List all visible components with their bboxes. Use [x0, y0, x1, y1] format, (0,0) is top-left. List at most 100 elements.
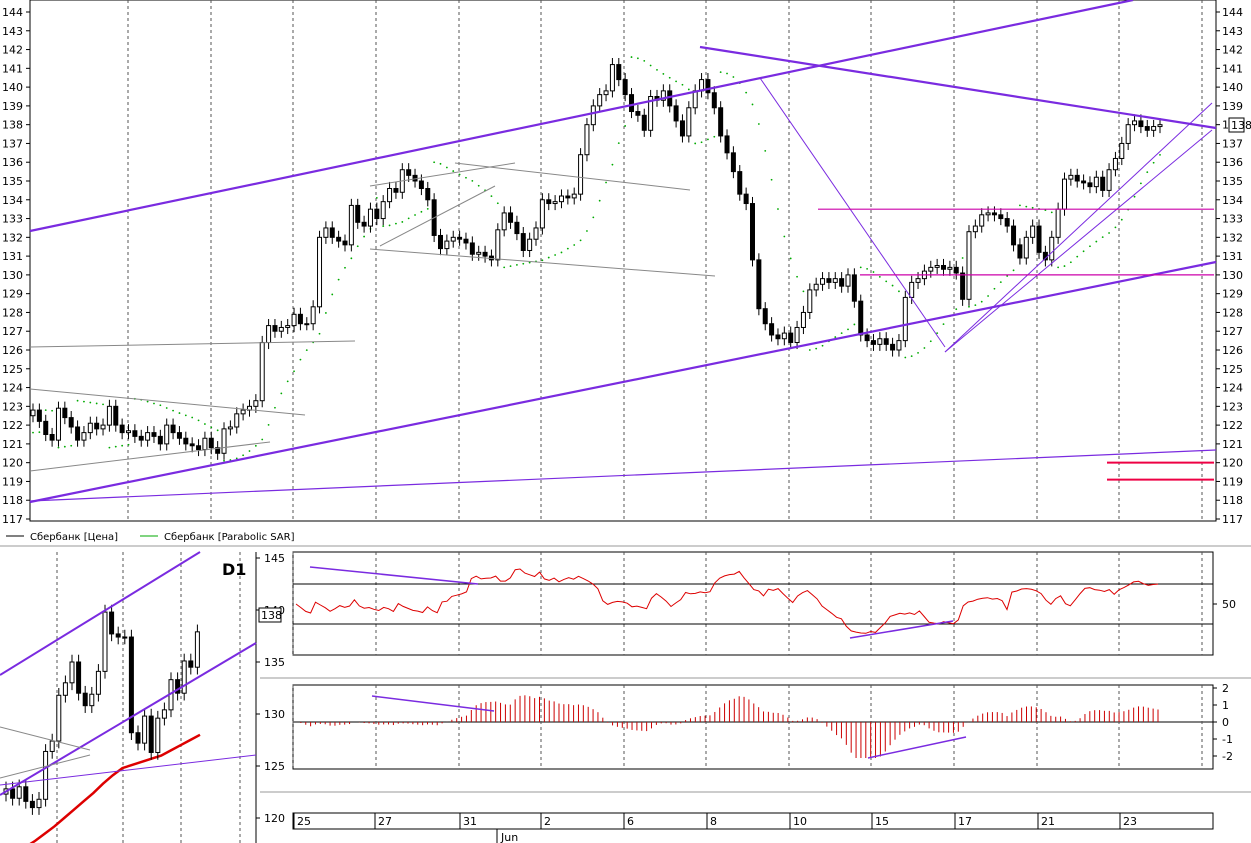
- trend-line: [29, 340, 356, 348]
- sar-dot: [204, 423, 206, 425]
- main-ytick-label-left: 117: [2, 513, 23, 526]
- x-tick-label: 2: [544, 815, 551, 828]
- candle-body: [839, 278, 845, 287]
- sar-dot: [624, 125, 627, 127]
- inset-trend-line: [0, 551, 201, 676]
- sar-dot: [178, 412, 181, 414]
- macd-y-axis: 2 1 0 -1 -2: [1213, 682, 1233, 763]
- inset-trend-line: [0, 642, 257, 796]
- candle-body: [227, 426, 233, 430]
- main-ytick-label-left: 132: [2, 231, 23, 244]
- candle-body: [941, 265, 947, 270]
- main-ytick-label-right: 144: [1222, 6, 1243, 19]
- sar-dot: [847, 328, 849, 331]
- x-tick-label: 31: [463, 815, 477, 828]
- sar-dot: [541, 259, 544, 262]
- x-tick-label: 6: [627, 815, 634, 828]
- main-ytick-label-left: 140: [2, 81, 23, 94]
- sar-dot: [560, 251, 563, 254]
- sar-dot: [1159, 153, 1161, 156]
- sar-dot: [980, 300, 983, 303]
- sar-dot: [1082, 250, 1085, 253]
- sar-dot: [439, 162, 442, 165]
- sar-dot: [859, 266, 862, 269]
- inset-candle-body: [175, 679, 181, 694]
- inset-candle-body: [135, 732, 141, 744]
- sar-dot: [70, 444, 73, 447]
- candle-body: [781, 332, 787, 340]
- candle-body: [495, 229, 501, 261]
- candle-body: [896, 340, 902, 351]
- sar-dot: [719, 71, 722, 73]
- macd-panel: 2 1 0 -1 -2: [292, 682, 1233, 770]
- candle-body: [380, 201, 386, 220]
- sar-dot: [1089, 245, 1091, 248]
- sar-dot: [923, 347, 926, 349]
- horizontal-levels: [818, 208, 1214, 481]
- candle-body: [1081, 180, 1087, 184]
- macd-ytick-label: 2: [1222, 682, 1229, 695]
- sar-dot: [942, 323, 945, 325]
- inset-last-price-box: [258, 607, 282, 623]
- rsi-ytick-label: 50: [1222, 598, 1236, 611]
- sar-dot: [617, 142, 620, 145]
- candle-body: [240, 409, 246, 415]
- sar-dot: [687, 88, 690, 91]
- candle-body: [851, 274, 857, 302]
- candle-body: [253, 400, 259, 407]
- rsi-divergence-line-2: [849, 620, 954, 639]
- rsi-panel: 50: [292, 551, 1236, 656]
- candle-body: [119, 424, 125, 434]
- candle-body: [928, 266, 934, 272]
- inset-candle-body: [23, 786, 29, 802]
- sar-dot: [471, 179, 474, 182]
- main-ytick-label-left: 124: [2, 382, 23, 395]
- candle-body: [170, 424, 176, 434]
- sar-dot: [445, 166, 448, 169]
- inset-candle-body: [122, 636, 128, 639]
- candle-body: [1055, 208, 1061, 238]
- sar-dot: [1139, 182, 1142, 185]
- sar-dot: [38, 431, 41, 434]
- candle-body: [692, 90, 698, 109]
- sar-dot: [1133, 195, 1136, 198]
- main-ytick-label-left: 126: [2, 344, 23, 357]
- candle-body: [361, 221, 367, 227]
- candle-body: [221, 428, 227, 454]
- inset-y-axis: 145140135130125120115: [256, 552, 285, 825]
- main-ytick-label-left: 121: [2, 438, 23, 451]
- sar-dot: [1101, 236, 1104, 239]
- main-ytick-label-left: 135: [2, 175, 23, 188]
- candle-body: [444, 240, 450, 250]
- sar-dot: [153, 402, 155, 405]
- candle-body: [1023, 236, 1029, 259]
- main-ytick-label-right: 131: [1222, 250, 1243, 263]
- inset-candle-body: [161, 709, 167, 719]
- candle-body: [737, 171, 743, 195]
- sar-dot: [1025, 205, 1028, 208]
- main-ytick-label-right: 130: [1222, 269, 1243, 282]
- sar-dot: [694, 142, 697, 145]
- trend-lines: [29, 0, 1217, 504]
- sar-dot: [490, 195, 493, 198]
- sar-dot: [547, 256, 550, 259]
- macd-divergence-line-1: [371, 695, 495, 712]
- main-ytick-label-left: 123: [2, 400, 23, 413]
- candle-body: [151, 432, 157, 437]
- inset-candle-body: [188, 660, 194, 668]
- candle-body: [533, 227, 539, 240]
- sar-dot: [611, 163, 614, 166]
- sar-dot: [165, 407, 168, 409]
- sar-dot: [528, 261, 531, 264]
- candle-body: [730, 152, 736, 173]
- candle-body: [291, 313, 297, 327]
- sar-dot: [452, 170, 455, 172]
- trend-line: [369, 248, 716, 277]
- inset-moving-average: [29, 733, 201, 843]
- rsi-y-axis: 50: [1213, 598, 1236, 611]
- candle-body: [438, 234, 444, 250]
- sar-dot: [1095, 240, 1098, 243]
- sar-dot: [700, 141, 703, 144]
- candle-body: [1004, 218, 1010, 227]
- main-ytick-label-left: 127: [2, 325, 23, 338]
